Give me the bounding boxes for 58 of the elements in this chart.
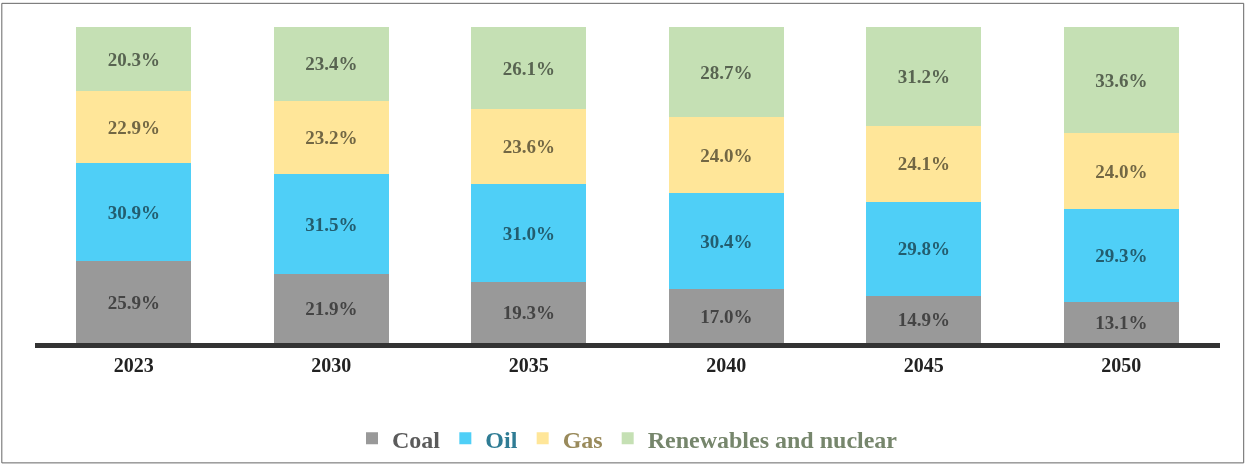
data-label: 22.9% [107,116,160,138]
bar [273,100,389,175]
x-tick-label: 2035 [508,354,549,376]
data-label: 23.2% [305,127,358,149]
bar [273,26,389,101]
bar [471,282,587,343]
bar [866,295,982,343]
x-tick-label: 2045 [903,354,944,376]
data-label: 23.4% [305,53,358,75]
bar [866,201,982,296]
data-label: 29.8% [897,238,950,260]
legend-label: Gas [562,426,603,453]
x-tick-label: 2023 [113,354,154,376]
legend-label: Oil [485,426,518,453]
bar [668,117,784,194]
bar [1063,26,1179,134]
x-tick-label: 2040 [706,354,747,376]
data-label: 30.4% [700,230,753,252]
bar [76,26,192,92]
data-label: 33.6% [1095,69,1148,91]
bar [76,261,192,343]
legend-label: Coal [392,426,441,453]
bar [76,163,192,262]
data-label: 19.3% [502,302,555,324]
data-label: 29.3% [1095,244,1148,266]
bar [668,289,784,343]
bar [273,273,389,343]
legend-label: Renewables and nuclear [647,426,898,453]
bar [866,26,982,126]
bar [1063,133,1179,209]
bar [76,91,192,164]
data-label: 31.2% [897,65,950,87]
bar [471,184,587,283]
x-tick-label: 2050 [1101,354,1142,376]
data-label: 26.1% [502,57,555,79]
data-label: 28.7% [700,61,753,83]
x-tick-label: 2030 [311,354,352,376]
data-label: 31.5% [305,213,358,235]
bar [471,109,587,185]
bar [1063,209,1179,302]
data-label: 24.1% [897,153,950,175]
data-label: 20.3% [107,48,160,70]
data-label: 23.6% [502,136,555,158]
data-label: 25.9% [107,291,160,313]
data-label: 14.9% [897,308,950,330]
bar [471,26,587,110]
bar [1063,301,1179,343]
bar [273,174,389,274]
bar [668,26,784,118]
data-label: 30.9% [107,201,160,223]
data-label: 13.1% [1095,311,1148,333]
data-label: 17.0% [700,305,753,327]
bar [668,193,784,290]
bar [866,125,982,202]
data-label: 31.0% [502,222,555,244]
data-label: 24.0% [1095,160,1148,182]
data-label: 21.9% [305,297,358,319]
data-label: 24.0% [700,144,753,166]
